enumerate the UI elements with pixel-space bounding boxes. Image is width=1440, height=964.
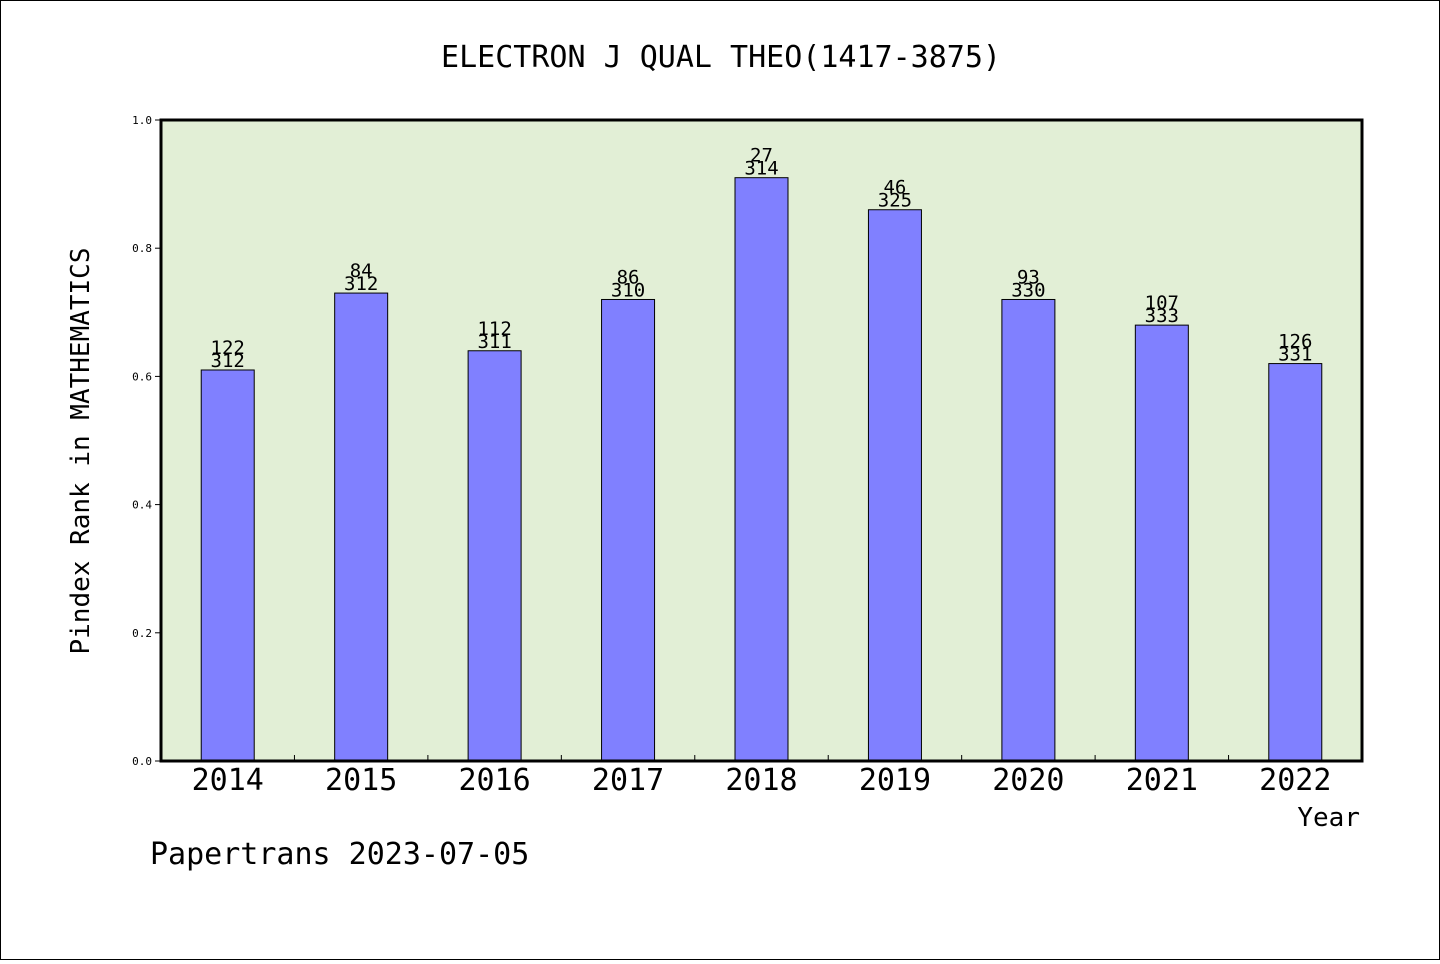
bar-rank-label: 126 [1278,331,1312,353]
y-tick-label: 0.2 [132,627,152,640]
x-tick-label: 2019 [859,763,931,798]
x-tick-label: 2018 [725,763,797,798]
bar-rank-label: 84 [350,260,373,282]
bar [734,177,789,762]
bar-total-label: 331 [1278,344,1312,366]
x-axis: 2014 2015 2016 2017 2018 2019 2020 2021 2022 [192,755,1331,798]
bar-rank-label: 112 [477,318,511,340]
bar [467,350,522,762]
bar [1001,298,1056,762]
y-axis: 0.0 0.2 0.4 0.6 0.8 1.0 [132,114,161,768]
bar [1134,324,1189,762]
bar [334,292,389,762]
x-tick-label: 2022 [1259,763,1331,798]
bar-total-label: 312 [344,273,378,295]
y-tick-label: 0.8 [132,242,152,255]
bar-total-label: 314 [744,158,778,180]
x-tick-label: 2014 [192,763,264,798]
y-tick-label: 0.4 [132,499,152,512]
x-tick-label: 2021 [1126,763,1198,798]
bar-total-label: 333 [1145,305,1179,327]
bar-total-label: 311 [477,331,511,353]
bar-total-label: 330 [1011,279,1045,301]
bar-total-label: 310 [611,279,645,301]
footer-text: Papertrans 2023-07-05 [150,837,529,872]
bar-rank-label: 107 [1145,292,1179,314]
bar-total-label: 312 [211,350,245,372]
bar [200,369,255,762]
bar-rank-label: 27 [750,145,773,167]
bar [867,209,922,762]
bars-group [200,177,1323,762]
plot-border [159,118,1364,763]
bar [601,298,656,762]
x-tick-label: 2017 [592,763,664,798]
bar-rank-label: 46 [883,177,906,199]
bar-rank-label: 122 [211,337,245,359]
y-axis-label: Pindex Rank in MATHEMATICS [66,248,96,655]
x-tick-label: 2016 [458,763,530,798]
x-tick-label: 2020 [992,763,1064,798]
y-tick-label: 0.6 [132,370,152,383]
x-axis-label: Year [1297,803,1360,833]
x-tick-label: 2015 [325,763,397,798]
bar-rank-label: 93 [1017,266,1040,288]
y-tick-label: 0.0 [132,755,152,768]
bar-rank-label: 86 [617,266,640,288]
chart-title: ELECTRON J QUAL THEO(1417-3875) [441,40,1001,75]
bar-total-label: 325 [878,190,912,212]
bar-labels-group: 1223128431211231186310273144632593330107… [211,145,1313,372]
bar [1268,363,1323,762]
y-tick-label: 1.0 [132,114,152,127]
